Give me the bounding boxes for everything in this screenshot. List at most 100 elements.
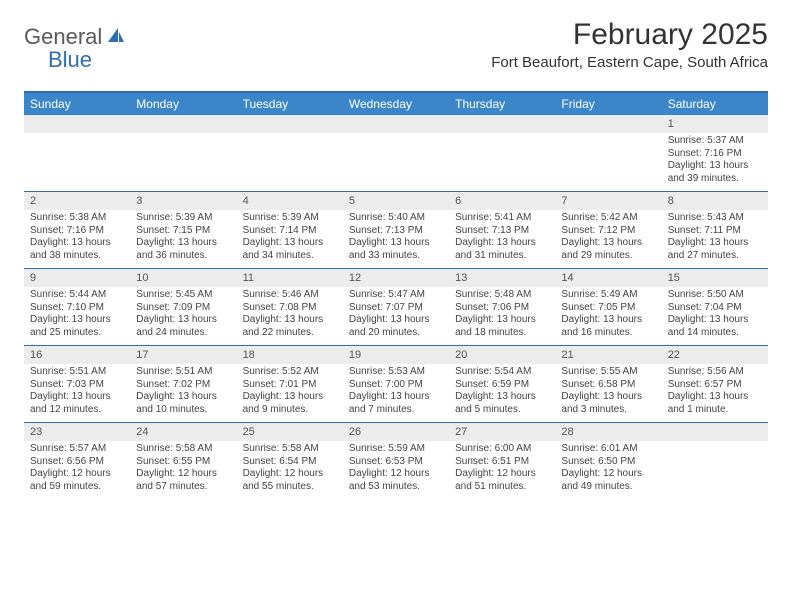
day-line: Sunset: 6:58 PM bbox=[561, 379, 655, 392]
day-line: Daylight: 13 hours and 16 minutes. bbox=[561, 314, 655, 339]
day-body: Sunrise: 5:44 AMSunset: 7:10 PMDaylight:… bbox=[24, 287, 130, 345]
day-line: Daylight: 12 hours and 59 minutes. bbox=[30, 468, 124, 493]
day-line: Sunset: 7:15 PM bbox=[136, 225, 230, 238]
day-line: Sunrise: 5:40 AM bbox=[349, 212, 443, 225]
day-cell: 2Sunrise: 5:38 AMSunset: 7:16 PMDaylight… bbox=[24, 192, 130, 269]
day-cell: 16Sunrise: 5:51 AMSunset: 7:03 PMDayligh… bbox=[24, 346, 130, 423]
day-number: 22 bbox=[662, 346, 768, 364]
day-line: Daylight: 13 hours and 10 minutes. bbox=[136, 391, 230, 416]
day-cell bbox=[662, 423, 768, 500]
day-line: Daylight: 13 hours and 7 minutes. bbox=[349, 391, 443, 416]
day-number bbox=[130, 115, 236, 133]
day-cell bbox=[237, 115, 343, 192]
day-cell: 11Sunrise: 5:46 AMSunset: 7:08 PMDayligh… bbox=[237, 269, 343, 346]
day-body: Sunrise: 6:00 AMSunset: 6:51 PMDaylight:… bbox=[449, 441, 555, 499]
day-body: Sunrise: 5:48 AMSunset: 7:06 PMDaylight:… bbox=[449, 287, 555, 345]
day-line: Sunset: 6:59 PM bbox=[455, 379, 549, 392]
day-body: Sunrise: 5:59 AMSunset: 6:53 PMDaylight:… bbox=[343, 441, 449, 499]
day-line: Daylight: 12 hours and 57 minutes. bbox=[136, 468, 230, 493]
day-cell: 24Sunrise: 5:58 AMSunset: 6:55 PMDayligh… bbox=[130, 423, 236, 500]
day-line: Sunrise: 5:59 AM bbox=[349, 443, 443, 456]
day-line: Sunset: 7:05 PM bbox=[561, 302, 655, 315]
day-line: Sunrise: 5:54 AM bbox=[455, 366, 549, 379]
day-line: Daylight: 13 hours and 20 minutes. bbox=[349, 314, 443, 339]
day-number: 24 bbox=[130, 423, 236, 441]
day-number bbox=[662, 423, 768, 441]
day-line: Daylight: 13 hours and 14 minutes. bbox=[668, 314, 762, 339]
day-body: Sunrise: 5:57 AMSunset: 6:56 PMDaylight:… bbox=[24, 441, 130, 499]
day-line: Sunset: 6:50 PM bbox=[561, 456, 655, 469]
day-body: Sunrise: 5:42 AMSunset: 7:12 PMDaylight:… bbox=[555, 210, 661, 268]
day-line: Daylight: 13 hours and 39 minutes. bbox=[668, 160, 762, 185]
day-body: Sunrise: 5:39 AMSunset: 7:14 PMDaylight:… bbox=[237, 210, 343, 268]
day-line: Sunset: 7:07 PM bbox=[349, 302, 443, 315]
day-body: Sunrise: 5:38 AMSunset: 7:16 PMDaylight:… bbox=[24, 210, 130, 268]
day-number: 7 bbox=[555, 192, 661, 210]
sail-icon bbox=[106, 26, 126, 49]
day-line: Sunset: 7:04 PM bbox=[668, 302, 762, 315]
day-body: Sunrise: 5:43 AMSunset: 7:11 PMDaylight:… bbox=[662, 210, 768, 268]
day-body: Sunrise: 5:41 AMSunset: 7:13 PMDaylight:… bbox=[449, 210, 555, 268]
day-number: 18 bbox=[237, 346, 343, 364]
day-line: Sunset: 6:56 PM bbox=[30, 456, 124, 469]
day-cell: 14Sunrise: 5:49 AMSunset: 7:05 PMDayligh… bbox=[555, 269, 661, 346]
day-number: 13 bbox=[449, 269, 555, 287]
day-header: Wednesday bbox=[343, 93, 449, 115]
calendar-page: General February 2025 Fort Beaufort, Eas… bbox=[0, 0, 792, 511]
day-cell: 17Sunrise: 5:51 AMSunset: 7:02 PMDayligh… bbox=[130, 346, 236, 423]
day-cell bbox=[555, 115, 661, 192]
day-line: Daylight: 13 hours and 33 minutes. bbox=[349, 237, 443, 262]
calendar-table: Sunday Monday Tuesday Wednesday Thursday… bbox=[24, 93, 768, 499]
day-number: 17 bbox=[130, 346, 236, 364]
day-number bbox=[343, 115, 449, 133]
day-body: Sunrise: 5:49 AMSunset: 7:05 PMDaylight:… bbox=[555, 287, 661, 345]
day-body: Sunrise: 6:01 AMSunset: 6:50 PMDaylight:… bbox=[555, 441, 661, 499]
day-cell: 18Sunrise: 5:52 AMSunset: 7:01 PMDayligh… bbox=[237, 346, 343, 423]
day-line: Sunset: 7:10 PM bbox=[30, 302, 124, 315]
day-number: 14 bbox=[555, 269, 661, 287]
day-number: 8 bbox=[662, 192, 768, 210]
day-line: Daylight: 13 hours and 24 minutes. bbox=[136, 314, 230, 339]
day-cell: 3Sunrise: 5:39 AMSunset: 7:15 PMDaylight… bbox=[130, 192, 236, 269]
day-body bbox=[343, 133, 449, 185]
logo: General bbox=[24, 18, 128, 50]
day-line: Daylight: 13 hours and 38 minutes. bbox=[30, 237, 124, 262]
day-line: Sunrise: 6:00 AM bbox=[455, 443, 549, 456]
day-line: Sunset: 6:53 PM bbox=[349, 456, 443, 469]
day-line: Sunset: 7:03 PM bbox=[30, 379, 124, 392]
day-body: Sunrise: 5:58 AMSunset: 6:55 PMDaylight:… bbox=[130, 441, 236, 499]
day-line: Sunrise: 5:42 AM bbox=[561, 212, 655, 225]
day-line: Sunrise: 5:58 AM bbox=[136, 443, 230, 456]
day-body: Sunrise: 5:39 AMSunset: 7:15 PMDaylight:… bbox=[130, 210, 236, 268]
week-row: 16 Sunrise: 5:51 AMSunset: 7:03 PM Dayligh… bbox=[24, 346, 768, 423]
day-number: 3 bbox=[130, 192, 236, 210]
day-line: Daylight: 13 hours and 5 minutes. bbox=[455, 391, 549, 416]
day-cell: 22Sunrise: 5:56 AMSunset: 6:57 PMDayligh… bbox=[662, 346, 768, 423]
day-line: Sunset: 6:51 PM bbox=[455, 456, 549, 469]
day-number: 16 bbox=[24, 346, 130, 364]
day-line: Daylight: 12 hours and 49 minutes. bbox=[561, 468, 655, 493]
day-number: 15 bbox=[662, 269, 768, 287]
day-line: Sunset: 7:00 PM bbox=[349, 379, 443, 392]
day-line: Sunrise: 5:52 AM bbox=[243, 366, 337, 379]
day-body bbox=[237, 133, 343, 185]
day-body: Sunrise: 5:37 AMSunset: 7:16 PMDaylight:… bbox=[662, 133, 768, 191]
day-cell: 8Sunrise: 5:43 AMSunset: 7:11 PMDaylight… bbox=[662, 192, 768, 269]
day-header: Tuesday bbox=[237, 93, 343, 115]
day-body: Sunrise: 5:46 AMSunset: 7:08 PMDaylight:… bbox=[237, 287, 343, 345]
day-cell: 15Sunrise: 5:50 AMSunset: 7:04 PMDayligh… bbox=[662, 269, 768, 346]
day-line: Sunset: 7:13 PM bbox=[349, 225, 443, 238]
day-number: 5 bbox=[343, 192, 449, 210]
day-body: Sunrise: 5:40 AMSunset: 7:13 PMDaylight:… bbox=[343, 210, 449, 268]
day-line: Daylight: 13 hours and 3 minutes. bbox=[561, 391, 655, 416]
day-line: Sunset: 6:57 PM bbox=[668, 379, 762, 392]
day-number: 4 bbox=[237, 192, 343, 210]
day-number: 6 bbox=[449, 192, 555, 210]
day-number bbox=[555, 115, 661, 133]
day-line: Daylight: 13 hours and 27 minutes. bbox=[668, 237, 762, 262]
day-cell: 5Sunrise: 5:40 AMSunset: 7:13 PMDaylight… bbox=[343, 192, 449, 269]
day-line: Daylight: 12 hours and 53 minutes. bbox=[349, 468, 443, 493]
day-line: Sunrise: 5:51 AM bbox=[30, 366, 124, 379]
day-number: 1 bbox=[662, 115, 768, 133]
day-line: Sunset: 7:06 PM bbox=[455, 302, 549, 315]
